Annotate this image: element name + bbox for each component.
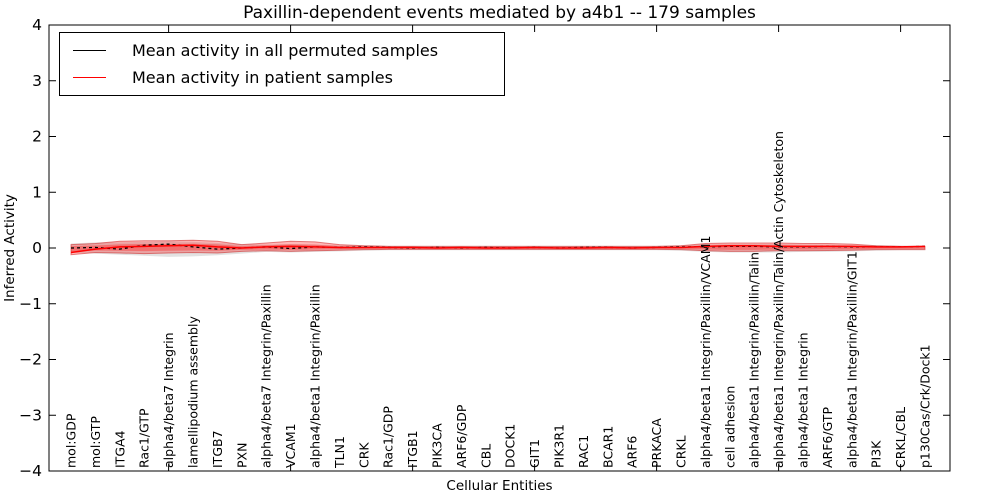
x-tick-label: alpha4/beta7 Integrin bbox=[161, 332, 176, 468]
x-tick-label: alpha4/beta1 Integrin/Paxillin bbox=[308, 284, 323, 468]
x-tick-label: Rac1/GDP bbox=[381, 406, 396, 468]
legend-entry-permuted: Mean activity in all permuted samples bbox=[73, 41, 504, 60]
x-tick-label: CRKL/CBL bbox=[893, 407, 908, 468]
y-tick-label: −2 bbox=[19, 351, 42, 369]
x-tick-label: ITGB7 bbox=[210, 430, 225, 468]
x-tick-label: cell adhesion bbox=[722, 386, 737, 468]
x-tick-label: DOCK1 bbox=[503, 424, 518, 468]
patient-line-swatch bbox=[73, 77, 106, 78]
legend-label-permuted: Mean activity in all permuted samples bbox=[132, 41, 439, 60]
x-tick-label: BCAR1 bbox=[600, 426, 615, 468]
legend-label-patient: Mean activity in patient samples bbox=[132, 68, 393, 87]
x-tick-label: mol:GTP bbox=[88, 416, 103, 468]
y-tick-label: 2 bbox=[32, 128, 42, 146]
x-tick-label: ARF6 bbox=[625, 436, 640, 468]
y-tick-label: 1 bbox=[32, 183, 42, 201]
y-tick-label: 4 bbox=[32, 16, 42, 34]
x-tick-label: alpha4/beta1 Integrin bbox=[796, 332, 811, 468]
x-axis-label: Cellular Entities bbox=[446, 478, 553, 494]
x-tick-label: PRKACA bbox=[649, 418, 664, 468]
x-tick-label: lamellipodium assembly bbox=[186, 316, 201, 468]
y-tick-label: −4 bbox=[19, 462, 42, 480]
chart-title: Paxillin-dependent events mediated by a4… bbox=[243, 3, 756, 23]
x-tick-label: CRKL bbox=[674, 435, 689, 468]
y-tick-label: 0 bbox=[32, 239, 42, 257]
mean-patient-line bbox=[70, 244, 926, 254]
legend: Mean activity in all permuted samples Me… bbox=[59, 32, 505, 96]
x-tick-label: PI3K bbox=[869, 440, 884, 468]
x-tick-label: ITGB1 bbox=[405, 430, 420, 468]
legend-entry-patient: Mean activity in patient samples bbox=[73, 68, 504, 87]
x-tick-label: alpha4/beta7 Integrin/Paxillin bbox=[259, 284, 274, 468]
x-tick-label: p130Cas/Crk/Dock1 bbox=[918, 344, 933, 468]
y-tick-label: 3 bbox=[32, 72, 42, 90]
x-tick-label: alpha4/beta1 Integrin/Paxillin/GIT1 bbox=[844, 251, 859, 468]
x-tick-label: alpha4/beta1 Integrin/Paxillin/VCAM1 bbox=[698, 236, 713, 468]
y-tick-label: −3 bbox=[19, 406, 42, 424]
x-tick-label: ARF6/GTP bbox=[820, 407, 835, 468]
x-tick-label: ITGA4 bbox=[112, 430, 127, 468]
x-tick-label: VCAM1 bbox=[283, 423, 298, 468]
x-tick-label: mol:GDP bbox=[64, 413, 79, 468]
x-tick-label: alpha4/beta1 Integrin/Paxillin/Talin/Act… bbox=[771, 131, 786, 468]
x-tick-label: Rac1/GTP bbox=[137, 408, 152, 468]
x-tick-label: CRK bbox=[356, 442, 371, 468]
y-tick-label: −1 bbox=[19, 295, 42, 313]
x-tick-label: alpha4/beta1 Integrin/Paxillin/Talin bbox=[747, 252, 762, 468]
x-tick-label: CBL bbox=[478, 444, 493, 468]
x-tick-label: TLN1 bbox=[332, 436, 347, 469]
y-axis-label: Inferred Activity bbox=[2, 194, 18, 302]
permuted-line-swatch bbox=[73, 50, 106, 51]
x-tick-label: PIK3R1 bbox=[552, 424, 567, 468]
x-tick-label: PXN bbox=[234, 443, 249, 468]
x-tick-label: PIK3CA bbox=[430, 423, 445, 468]
x-tick-label: ARF6/GDP bbox=[454, 404, 469, 468]
x-tick-label: GIT1 bbox=[527, 439, 542, 468]
x-tick-label: RAC1 bbox=[576, 435, 591, 468]
